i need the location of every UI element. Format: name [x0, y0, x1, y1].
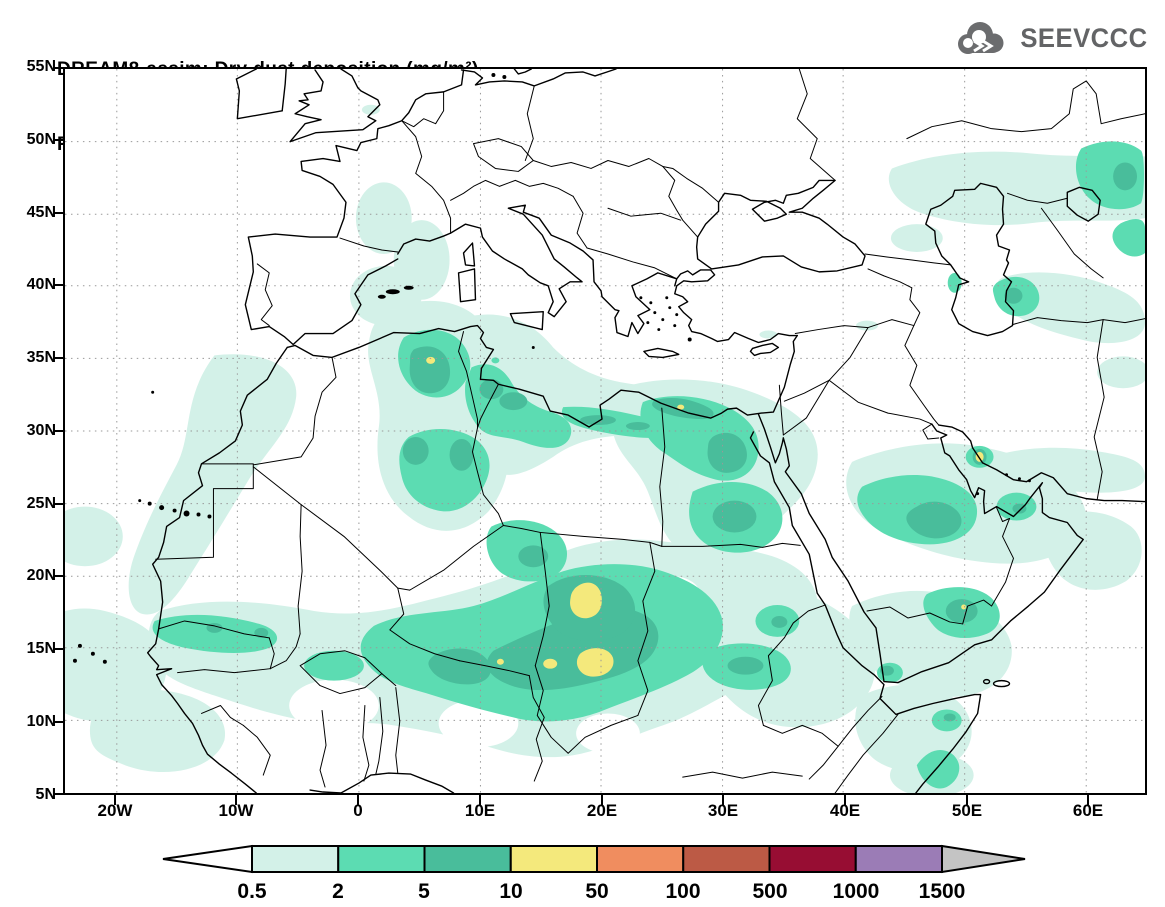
colorbar-label: 1000 [833, 880, 880, 903]
country-borders [155, 69, 1145, 793]
y-axis-label: 5N [35, 786, 56, 803]
dust-level-5-fills [206, 162, 1138, 722]
x-axis-label: 60E [1072, 801, 1104, 820]
colorbar-label: 50 [585, 880, 608, 903]
x-axis-label: 10W [218, 801, 254, 820]
coastlines [146, 69, 1145, 793]
dust-level-10-fills [426, 356, 984, 677]
y-axis-label: 40N [26, 276, 56, 293]
colorbar-segment [337, 845, 426, 873]
logo-text: SEEVCCC [1020, 22, 1148, 53]
colorbar-segment [251, 845, 340, 873]
x-axis-label: 10E [464, 801, 496, 820]
colorbar-label: 1500 [919, 880, 966, 903]
y-axis-label: 30N [26, 422, 56, 439]
x-axis-label: 20E [586, 801, 618, 820]
colorbar-label: 500 [752, 880, 787, 903]
colorbar-label: 2 [332, 880, 344, 903]
island-specks [72, 72, 1031, 664]
colorbar-segment [854, 845, 943, 873]
colorbar-segment [509, 845, 598, 873]
y-axis-label: 10N [26, 713, 56, 730]
x-axis-label: 20W [97, 801, 133, 820]
colorbar-segment [423, 845, 512, 873]
colorbar-segment [682, 845, 771, 873]
x-axis-label: 50E [951, 801, 983, 820]
x-axis-label: 30E [707, 801, 739, 820]
colorbar-underflow-arrow [162, 844, 253, 874]
y-axis-label: 35N [26, 349, 56, 366]
colorbar-label: 5 [418, 880, 430, 903]
colorbar-segment [596, 845, 685, 873]
y-axis-label: 25N [26, 495, 56, 512]
colorbar-label: 0.5 [237, 880, 267, 903]
cloud-icon [957, 22, 1004, 54]
map-frame [63, 67, 1147, 795]
colorbar: 0.5 2 5 10 50 100 500 1000 1500 [162, 844, 1026, 903]
y-axis-label: 50N [26, 131, 56, 148]
x-axis-label: 0 [353, 801, 363, 820]
x-axis-label: 40E [829, 801, 861, 820]
colorbar-segment [768, 845, 857, 873]
colorbar-label: 100 [665, 880, 700, 903]
seevccc-logo: SEEVCCC [953, 18, 1151, 58]
colorbar-overflow-arrow [941, 844, 1026, 874]
y-axis-label: 55N [26, 58, 56, 75]
y-axis-label: 45N [26, 204, 56, 221]
y-axis-label: 15N [26, 640, 56, 657]
map-canvas [65, 69, 1145, 793]
colorbar-label: 10 [499, 880, 522, 903]
y-axis-label: 20N [26, 567, 56, 584]
